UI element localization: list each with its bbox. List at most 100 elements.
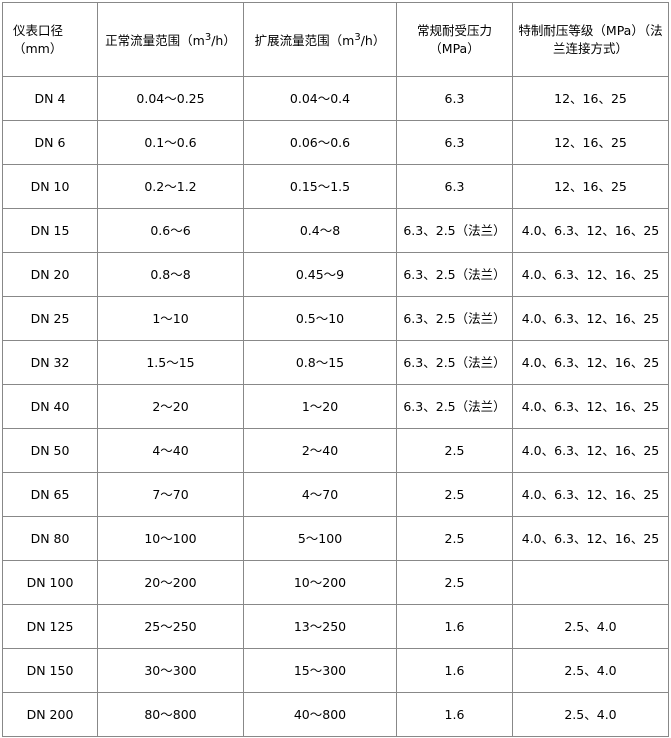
- cell-size: DN 15: [2, 208, 98, 253]
- cell-normal-flow: 4～40: [97, 428, 244, 473]
- cell-pressure: 2.5: [396, 472, 513, 517]
- cell-special: 4.0、6.3、12、16、25: [512, 384, 669, 429]
- cell-ext-flow: 4～70: [243, 472, 397, 517]
- cell-size: DN 32: [2, 340, 98, 385]
- cell-special: 4.0、6.3、12、16、25: [512, 472, 669, 517]
- cell-ext-flow: 13～250: [243, 604, 397, 649]
- cell-pressure: 2.5: [396, 428, 513, 473]
- header-ext-flow-label: 扩展流量范围（m: [254, 33, 355, 49]
- cell-ext-flow: 5～100: [243, 516, 397, 561]
- header-ext-flow-sup: 3: [354, 31, 361, 43]
- cell-ext-flow: 0.4～8: [243, 208, 397, 253]
- table-row: DN 125 25～250 13～250 1.6 2.5、4.0: [2, 604, 669, 649]
- cell-size: DN 150: [2, 648, 98, 693]
- cell-ext-flow: 0.45～9: [243, 252, 397, 297]
- cell-special: 4.0、6.3、12、16、25: [512, 516, 669, 561]
- cell-normal-flow: 10～100: [97, 516, 244, 561]
- cell-ext-flow: 15～300: [243, 648, 397, 693]
- cell-special: 4.0、6.3、12、16、25: [512, 208, 669, 253]
- table-row: DN 20 0.8～8 0.45～9 6.3、2.5（法兰） 4.0、6.3、12、16…: [2, 252, 669, 297]
- header-ext-flow: 扩展流量范围（m3/h）: [243, 2, 397, 77]
- cell-normal-flow: 1.5～15: [97, 340, 244, 385]
- cell-ext-flow: 40～800: [243, 692, 397, 737]
- cell-ext-flow: 0.15～1.5: [243, 164, 397, 209]
- cell-ext-flow: 2～40: [243, 428, 397, 473]
- header-special: 特制耐压等级（MPa）（法兰连接方式）: [512, 2, 669, 77]
- header-normal-flow-sup: 3: [204, 31, 212, 43]
- cell-normal-flow: 20～200: [97, 560, 244, 605]
- cell-special: 4.0、6.3、12、16、25: [512, 252, 669, 297]
- cell-normal-flow: 0.1～0.6: [97, 120, 244, 165]
- cell-special: 2.5、4.0: [512, 648, 669, 693]
- cell-size: DN 65: [2, 472, 98, 517]
- table-row: DN 10 0.2～1.2 0.15～1.5 6.3 12、16、25: [2, 164, 669, 209]
- table-row: DN 40 2～20 1～20 6.3、2.5（法兰） 4.0、6.3、12、16、25: [2, 384, 669, 429]
- table-row: DN 6 0.1～0.6 0.06～0.6 6.3 12、16、25: [2, 120, 669, 165]
- cell-size: DN 25: [2, 296, 98, 341]
- cell-ext-flow: 10～200: [243, 560, 397, 605]
- header-pressure: 常规耐受压力（MPa）: [396, 2, 513, 77]
- table-row: DN 15 0.6～6 0.4～8 6.3、2.5（法兰） 4.0、6.3、12、16、…: [2, 208, 669, 253]
- cell-pressure: 6.3、2.5（法兰）: [396, 208, 513, 253]
- cell-normal-flow: 0.04～0.25: [97, 76, 244, 121]
- cell-normal-flow: 2～20: [97, 384, 244, 429]
- cell-size: DN 4: [2, 76, 98, 121]
- cell-size: DN 10: [2, 164, 98, 209]
- cell-special: 4.0、6.3、12、16、25: [512, 340, 669, 385]
- table-row: DN 25 1～10 0.5～10 6.3、2.5（法兰） 4.0、6.3、12、16、…: [2, 296, 669, 341]
- table-row: DN 200 80～800 40～800 1.6 2.5、4.0: [2, 692, 669, 737]
- cell-ext-flow: 0.06～0.6: [243, 120, 397, 165]
- cell-ext-flow: 0.8～15: [243, 340, 397, 385]
- table-row: DN 4 0.04～0.25 0.04～0.4 6.3 12、16、25: [2, 76, 669, 121]
- cell-size: DN 125: [2, 604, 98, 649]
- cell-size: DN 50: [2, 428, 98, 473]
- header-normal-flow-unit: /h）: [211, 33, 236, 49]
- cell-pressure: 6.3、2.5（法兰）: [396, 384, 513, 429]
- cell-pressure: 1.6: [396, 648, 513, 693]
- cell-size: DN 6: [2, 120, 98, 165]
- cell-pressure: 2.5: [396, 560, 513, 605]
- cell-normal-flow: 7～70: [97, 472, 244, 517]
- header-row: 仪表口径（mm） 正常流量范围（m3/h） 扩展流量范围（m3/h） 常规耐受压…: [2, 2, 669, 77]
- table-row: DN 65 7～70 4～70 2.5 4.0、6.3、12、16、25: [2, 472, 669, 517]
- cell-special: 12、16、25: [512, 76, 669, 121]
- cell-special: [512, 560, 669, 605]
- cell-size: DN 40: [2, 384, 98, 429]
- cell-normal-flow: 0.6～6: [97, 208, 244, 253]
- cell-special: 4.0、6.3、12、16、25: [512, 428, 669, 473]
- cell-ext-flow: 0.04～0.4: [243, 76, 397, 121]
- cell-special: 12、16、25: [512, 164, 669, 209]
- cell-pressure: 6.3、2.5（法兰）: [396, 340, 513, 385]
- cell-size: DN 80: [2, 516, 98, 561]
- cell-normal-flow: 80～800: [97, 692, 244, 737]
- cell-pressure: 6.3、2.5（法兰）: [396, 296, 513, 341]
- cell-special: 12、16、25: [512, 120, 669, 165]
- header-size: 仪表口径（mm）: [2, 2, 98, 77]
- cell-pressure: 6.3、2.5（法兰）: [396, 252, 513, 297]
- table-row: DN 32 1.5～15 0.8～15 6.3、2.5（法兰） 4.0、6.3、12、1…: [2, 340, 669, 385]
- cell-size: DN 200: [2, 692, 98, 737]
- cell-special: 4.0、6.3、12、16、25: [512, 296, 669, 341]
- table-row: DN 50 4～40 2～40 2.5 4.0、6.3、12、16、25: [2, 428, 669, 473]
- cell-ext-flow: 0.5～10: [243, 296, 397, 341]
- cell-pressure: 6.3: [396, 76, 513, 121]
- table-row: DN 150 30～300 15～300 1.6 2.5、4.0: [2, 648, 669, 693]
- cell-size: DN 100: [2, 560, 98, 605]
- cell-normal-flow: 0.8～8: [97, 252, 244, 297]
- cell-pressure: 1.6: [396, 604, 513, 649]
- cell-normal-flow: 0.2～1.2: [97, 164, 244, 209]
- cell-ext-flow: 1～20: [243, 384, 397, 429]
- table-row: DN 80 10～100 5～100 2.5 4.0、6.3、12、16、25: [2, 516, 669, 561]
- cell-pressure: 6.3: [396, 120, 513, 165]
- cell-pressure: 2.5: [396, 516, 513, 561]
- header-normal-flow: 正常流量范围（m3/h）: [97, 2, 244, 77]
- cell-special: 2.5、4.0: [512, 692, 669, 737]
- cell-special: 2.5、4.0: [512, 604, 669, 649]
- cell-normal-flow: 25～250: [97, 604, 244, 649]
- cell-normal-flow: 30～300: [97, 648, 244, 693]
- header-normal-flow-label: 正常流量范围（m: [105, 33, 205, 49]
- cell-pressure: 6.3: [396, 164, 513, 209]
- table-row: DN 100 20～200 10～200 2.5: [2, 560, 669, 605]
- cell-size: DN 20: [2, 252, 98, 297]
